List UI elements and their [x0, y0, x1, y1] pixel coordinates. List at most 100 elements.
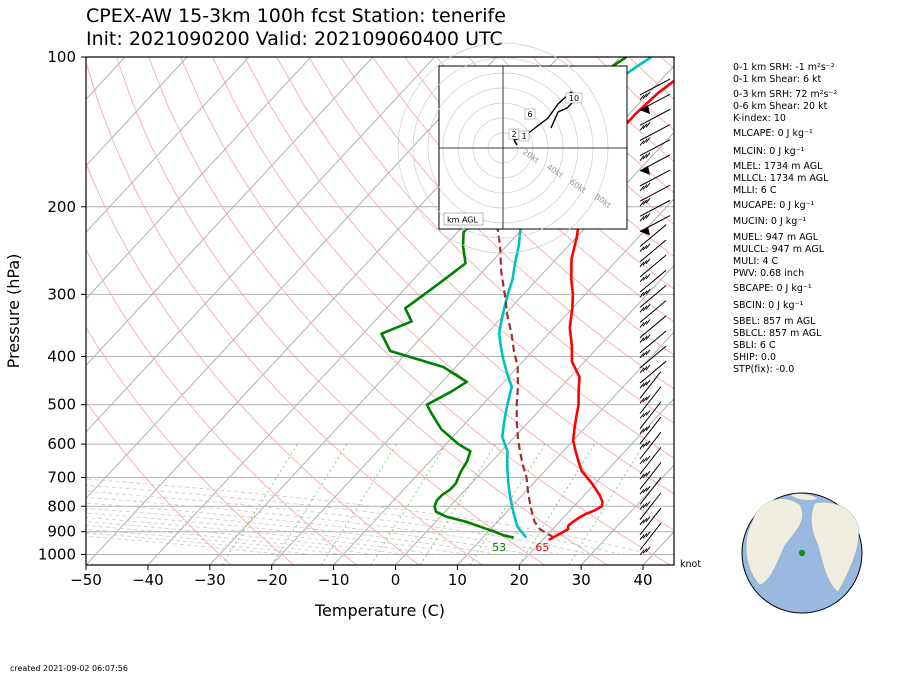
y-tick-label: 1000 [38, 545, 76, 563]
wind-barb [639, 522, 662, 556]
mixing-ratio-line [469, 443, 546, 565]
barb-feather [639, 398, 645, 404]
barb-staff [639, 269, 667, 293]
barb-feather [642, 351, 648, 357]
y-tick-label: 200 [47, 198, 76, 216]
dry-adiabat [244, 57, 674, 495]
isotherm [86, 57, 188, 167]
barb-feather [639, 185, 645, 192]
y-tick-label: 600 [47, 435, 76, 453]
barb-flag [640, 226, 650, 236]
barb-feather [645, 546, 651, 553]
barb-staff [639, 522, 662, 551]
barb-feather [645, 152, 651, 158]
barb-feather [642, 442, 648, 448]
barb-feather [645, 243, 651, 249]
x-tick-label: 30 [572, 571, 591, 589]
index-line: 0-1 km Shear: 6 kt [733, 74, 822, 85]
barb-flag [640, 165, 650, 175]
isotherm [86, 57, 312, 300]
barb-feather [639, 307, 645, 313]
wind-barb [639, 345, 667, 374]
hodograph-footer-box [443, 212, 484, 226]
hodograph-height-label: 10 [569, 94, 579, 103]
barb-feather [645, 486, 651, 492]
barb-feather [642, 305, 648, 312]
isotherm [457, 331, 674, 565]
y-tick-label: 700 [47, 468, 76, 486]
barb-feather [642, 138, 648, 145]
index-line: MUCIN: 0 J kg⁻¹ [733, 216, 807, 227]
barb-staff [639, 285, 667, 308]
barb-feather [642, 244, 648, 251]
barb-feather [639, 352, 645, 359]
index-line: 0-1 km SRH: -1 m²s⁻² [733, 62, 835, 73]
barb-feather [645, 379, 651, 386]
barb-feather [639, 382, 645, 389]
index-line: PWV: 0.68 inch [733, 268, 805, 279]
isotherm [580, 464, 674, 565]
barb-staff [639, 507, 662, 536]
barb-feather [645, 440, 651, 447]
barb-feather [642, 472, 648, 478]
wind-barb [639, 285, 667, 313]
barb-staff [639, 462, 662, 490]
barb-staff [639, 169, 671, 187]
mixing-ratio-line [271, 443, 348, 565]
barb-feather [639, 216, 645, 222]
y-axis-label: Pressure (hPa) [4, 254, 23, 369]
dry-adiabat [340, 57, 674, 390]
barb-feather [639, 261, 645, 268]
wind-barb [639, 431, 662, 465]
barb-staff [639, 360, 667, 384]
y-tick-label: 500 [47, 396, 76, 414]
barb-feather [645, 288, 651, 295]
wind-barb [639, 184, 671, 207]
barb-feather [645, 197, 651, 204]
barb-feather [645, 501, 651, 507]
wind-barb [639, 330, 667, 359]
barb-feather [642, 457, 648, 463]
barb-feather [645, 364, 651, 371]
index-line: SBCAPE: 0 J kg⁻¹ [733, 283, 812, 294]
index-line: 0-6 km Shear: 20 kt [733, 101, 828, 112]
wind-barb [639, 416, 662, 450]
barb-feather [639, 413, 645, 419]
dewpoint-label: 53 [492, 541, 506, 554]
y-tick-label: 300 [47, 285, 76, 303]
hodograph-height-box [565, 92, 583, 104]
barb-feather [645, 395, 651, 401]
wind-barb [639, 360, 667, 389]
y-tick-label: 100 [47, 48, 76, 66]
moist-adiabat [86, 478, 653, 555]
wind-barb [639, 139, 671, 161]
barb-staff [639, 477, 662, 505]
barb-feather [642, 411, 648, 418]
barb-feather [645, 531, 651, 538]
dry-adiabat [276, 57, 674, 459]
wind-barb [639, 300, 667, 328]
barb-feather [642, 184, 648, 190]
isotherm [518, 397, 674, 565]
x-tick-label: 20 [510, 571, 529, 589]
barb-feather [642, 335, 648, 342]
isotherm [86, 57, 497, 500]
x-tick-label: 0 [391, 571, 401, 589]
index-line: MLCAPE: 0 J kg⁻¹ [733, 128, 813, 139]
hodograph-height-box [524, 108, 536, 120]
moist-adiabat [86, 490, 592, 555]
wind-barb [639, 269, 667, 298]
barb-feather [639, 504, 645, 510]
barb-feather [639, 276, 645, 283]
isotherm [86, 57, 250, 233]
axes: −50 −40 −30 −20 −10 0 10 20 30 40 100 200 300 400 500 6… [4, 48, 653, 620]
x-tick-label: −20 [256, 571, 288, 589]
wind-barb [639, 215, 671, 236]
barb-staff [639, 416, 662, 445]
index-line: MLEL: 1734 m AGL [733, 161, 823, 172]
barb-feather [645, 182, 651, 189]
created-timestamp: created 2021-09-02 06:07:56 [10, 664, 128, 673]
hodograph-height-box [518, 130, 530, 142]
wind-barbs [639, 78, 671, 556]
